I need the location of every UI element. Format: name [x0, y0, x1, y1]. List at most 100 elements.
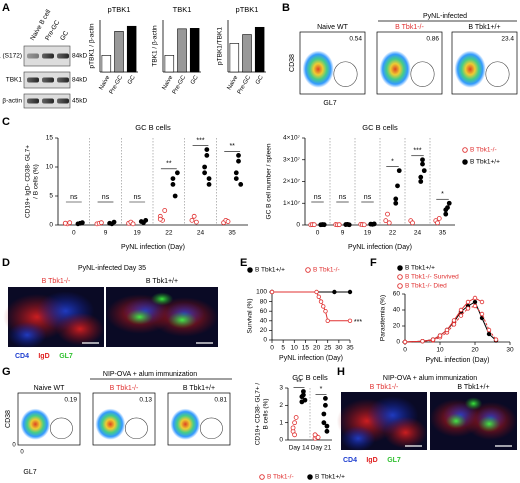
y-axis-label: / B cells (%) — [33, 164, 40, 199]
data-point — [269, 289, 275, 295]
y-axis-label: Parasitemia (%) — [380, 295, 387, 341]
gate-value: 23.4 — [501, 36, 514, 43]
y-axis-label: TBK1 / β-actin — [152, 25, 159, 67]
data-point — [312, 432, 318, 438]
flow-gate — [49, 417, 73, 440]
data-point — [323, 309, 328, 314]
data-point — [347, 289, 353, 295]
data-point — [451, 322, 457, 327]
data-point — [443, 211, 449, 217]
x-tick-label: 10 — [291, 345, 299, 352]
significance: *** — [196, 137, 204, 144]
axis-label: CD38 — [5, 410, 12, 428]
y-tick-label: 3 — [279, 385, 283, 392]
data-point — [79, 220, 85, 226]
data-point — [202, 164, 208, 170]
legend-label: B Tbk1+/+ — [315, 474, 345, 481]
chart-title: TBK1 — [173, 5, 192, 14]
panel-letter: E — [240, 257, 247, 269]
data-point — [437, 333, 443, 338]
x-tick-label: 22 — [165, 230, 173, 237]
image-label: B Tbk1-/- — [42, 278, 71, 285]
series-line — [272, 291, 350, 322]
flow-label: B Tbk1+/+ — [468, 24, 500, 31]
data-point — [336, 222, 342, 228]
legend-label: B Tbk1-/- Survived — [405, 274, 459, 281]
x-axis-label: PyNL infection (Day) — [426, 357, 490, 364]
axis-label: GL7 — [23, 469, 36, 476]
y-axis-label: B cells (%) — [263, 398, 270, 429]
lane-label: GC — [59, 30, 70, 42]
blot-band — [57, 77, 69, 83]
panel-letter: F — [370, 257, 377, 269]
data-point — [396, 168, 402, 174]
axis-label: CD38 — [289, 54, 296, 72]
data-point — [386, 220, 392, 226]
x-tick-label: 9 — [341, 230, 345, 237]
data-point — [430, 337, 436, 342]
data-point — [189, 217, 195, 223]
data-point — [202, 170, 208, 176]
data-point — [443, 207, 449, 213]
x-tick-label: Day 14 — [289, 445, 310, 452]
x-tick-label: 35 — [439, 230, 447, 237]
bar — [114, 31, 124, 73]
data-point — [302, 397, 308, 403]
y-tick-label: 3×10⁷ — [283, 156, 301, 163]
data-point — [472, 295, 478, 301]
bar — [177, 28, 187, 73]
data-point — [321, 411, 327, 417]
data-point — [311, 222, 317, 228]
x-tick-label: Naive — [227, 74, 240, 91]
blot-band — [42, 53, 54, 59]
data-point — [486, 327, 492, 333]
flow-title: NIP-OVA + alum immunization — [103, 371, 197, 378]
stain-region — [445, 413, 467, 429]
data-point — [479, 311, 485, 317]
flow-population — [379, 50, 411, 88]
x-tick-label: 24 — [197, 230, 205, 237]
data-point — [458, 313, 464, 318]
flow-population — [20, 408, 51, 440]
data-point — [299, 394, 305, 400]
significance: ns — [133, 194, 141, 201]
y-axis-label: CD19+ IgD- CD38- GL7+ — [25, 145, 32, 218]
data-point — [410, 220, 415, 226]
data-point — [172, 193, 178, 199]
significance: * — [391, 158, 394, 165]
blot-band — [27, 53, 39, 59]
panel-letter: C — [2, 116, 10, 128]
y-axis-label: CD19+ CD38- GL7+ / — [255, 383, 262, 446]
significance: ns — [339, 194, 347, 201]
y-tick-label: 2 — [279, 402, 283, 409]
y-tick-label: 4×10⁷ — [283, 135, 301, 142]
data-point — [324, 428, 330, 434]
stain-region — [56, 312, 104, 346]
y-tick-label: 0 — [396, 339, 400, 346]
legend-label: B Tbk1-/- — [267, 474, 294, 481]
bar — [101, 55, 112, 73]
significance: ** — [166, 161, 172, 168]
tick-label: 0 — [12, 443, 16, 449]
x-tick-label: Naive — [162, 74, 175, 91]
bar — [229, 43, 240, 73]
x-axis-label: PyNL infection (Day) — [348, 244, 412, 251]
significance: * — [320, 386, 323, 393]
x-tick-label: 35 — [229, 230, 237, 237]
data-point — [225, 219, 231, 224]
stain-region — [341, 425, 376, 452]
data-point — [324, 423, 330, 429]
x-tick-label: GC — [255, 74, 265, 85]
x-tick-label: 10 — [436, 347, 444, 354]
data-point — [204, 147, 210, 153]
significance: ns — [70, 194, 78, 201]
data-point — [420, 339, 425, 344]
legend-marker — [462, 147, 468, 153]
data-point — [236, 152, 241, 158]
image-label: B Tbk1+/+ — [457, 384, 489, 391]
flow-label: Naive WT — [34, 385, 65, 392]
data-point — [325, 318, 330, 323]
stain-label: IgD — [38, 353, 49, 360]
x-tick-label: 9 — [104, 230, 108, 237]
data-point — [236, 158, 241, 164]
